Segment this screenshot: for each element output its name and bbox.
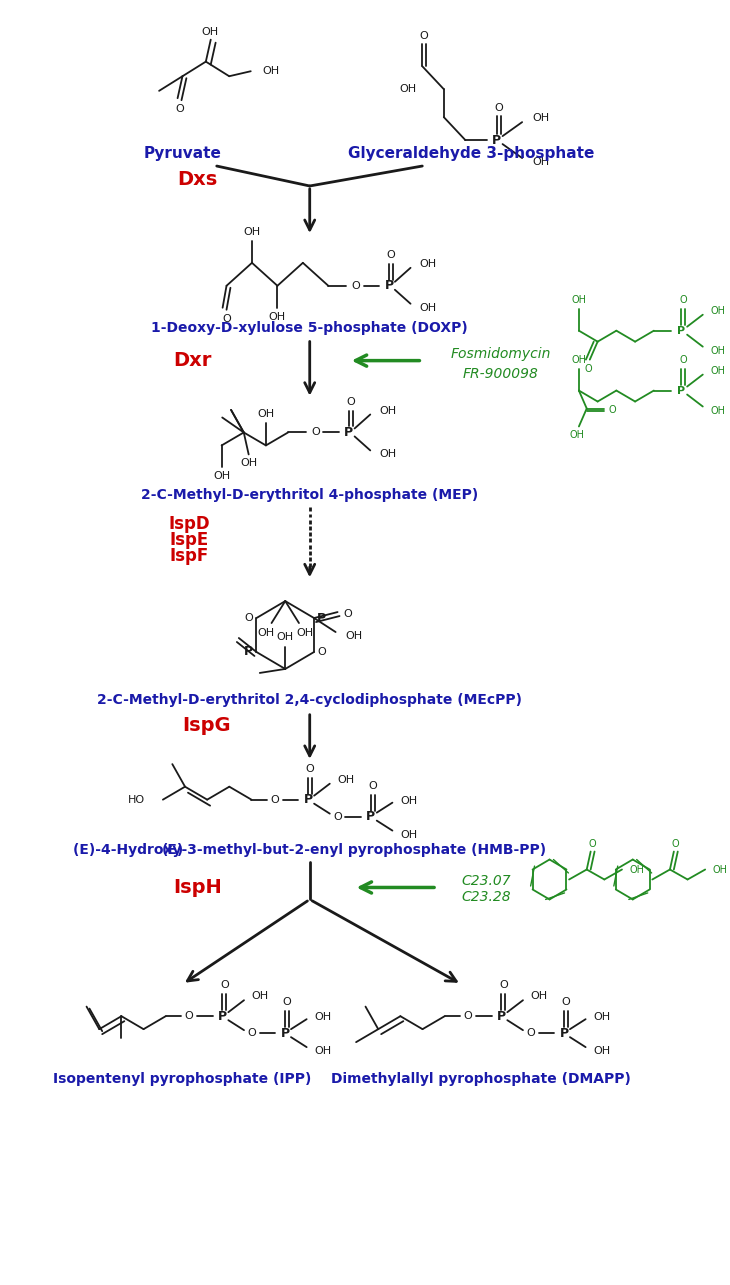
Text: C23.28: C23.28 <box>461 891 511 905</box>
Text: IspE: IspE <box>169 531 209 549</box>
Text: O: O <box>343 609 352 619</box>
Text: 1-Deoxy-D-xylulose 5-phosphate (DOXP): 1-Deoxy-D-xylulose 5-phosphate (DOXP) <box>151 321 468 334</box>
Text: P: P <box>677 325 685 335</box>
Text: O: O <box>220 980 228 991</box>
Text: OH: OH <box>213 472 230 482</box>
Text: O: O <box>561 997 570 1007</box>
Text: (E): (E) <box>161 843 184 857</box>
Text: P: P <box>677 386 685 396</box>
Text: Dxs: Dxs <box>177 170 218 189</box>
Text: O: O <box>526 1028 535 1038</box>
Text: OH: OH <box>532 157 549 167</box>
Text: O: O <box>672 839 680 848</box>
Text: O: O <box>499 980 508 991</box>
Text: OH: OH <box>315 1046 331 1056</box>
Text: O: O <box>351 281 360 290</box>
Text: Dxr: Dxr <box>173 351 212 370</box>
Text: OH: OH <box>252 991 269 1001</box>
Text: O: O <box>387 249 396 260</box>
Text: OH: OH <box>269 312 286 321</box>
Text: P: P <box>304 793 312 806</box>
Text: O: O <box>306 763 315 774</box>
Text: OH: OH <box>710 406 726 415</box>
Text: O: O <box>222 314 231 324</box>
Text: O: O <box>346 397 355 406</box>
Text: OH: OH <box>569 430 585 441</box>
Text: P: P <box>497 1010 506 1023</box>
Text: OH: OH <box>710 366 726 375</box>
Text: O: O <box>420 31 429 41</box>
Text: 2-C-Methyl-D-erythritol 2,4-cyclodiphosphate (MEcPP): 2-C-Methyl-D-erythritol 2,4-cyclodiphosp… <box>97 693 522 707</box>
Text: O: O <box>283 997 291 1007</box>
Text: OH: OH <box>257 628 274 639</box>
Text: IspG: IspG <box>182 716 231 735</box>
Text: OH: OH <box>258 410 274 419</box>
Text: OH: OH <box>419 303 437 312</box>
Text: O: O <box>680 355 687 365</box>
Text: OH: OH <box>710 306 726 316</box>
Text: HO: HO <box>128 794 145 804</box>
Text: O: O <box>311 428 320 437</box>
Text: OH: OH <box>201 27 218 37</box>
Text: OH: OH <box>593 1046 610 1056</box>
Text: IspD: IspD <box>169 515 210 533</box>
Text: Pyruvate: Pyruvate <box>144 145 221 161</box>
Text: IspH: IspH <box>173 878 221 897</box>
Text: FR-900098: FR-900098 <box>463 366 539 380</box>
Text: OH: OH <box>593 1013 610 1022</box>
Text: Fosmidomycin: Fosmidomycin <box>450 347 550 361</box>
Text: OH: OH <box>713 865 728 875</box>
Text: OH: OH <box>572 294 586 305</box>
Text: IspF: IspF <box>169 547 209 565</box>
Text: P: P <box>385 279 393 292</box>
Text: OH: OH <box>296 628 313 639</box>
Text: P: P <box>559 1027 569 1040</box>
Text: OH: OH <box>630 865 645 875</box>
Text: OH: OH <box>532 113 549 123</box>
Text: OH: OH <box>379 450 396 460</box>
Text: OH: OH <box>240 459 257 469</box>
Text: Dimethylallyl pyrophosphate (DMAPP): Dimethylallyl pyrophosphate (DMAPP) <box>331 1072 631 1086</box>
Text: P: P <box>366 810 375 824</box>
Text: O: O <box>245 613 253 623</box>
Text: Isopentenyl pyrophosphate (IPP): Isopentenyl pyrophosphate (IPP) <box>53 1072 312 1086</box>
Text: OH: OH <box>400 830 418 839</box>
Text: O: O <box>464 1011 472 1022</box>
Text: P: P <box>218 1010 227 1023</box>
Text: P: P <box>492 134 502 146</box>
Text: OH: OH <box>399 85 416 94</box>
Text: O: O <box>608 405 616 415</box>
Text: OH: OH <box>337 775 355 785</box>
Text: O: O <box>494 103 503 113</box>
Text: OH: OH <box>379 406 396 415</box>
Text: OH: OH <box>572 355 586 365</box>
Text: OH: OH <box>710 346 726 356</box>
Text: O: O <box>589 839 596 848</box>
Text: O: O <box>584 364 591 374</box>
Text: OH: OH <box>400 795 418 806</box>
Text: O: O <box>175 104 184 114</box>
Text: 2-C-Methyl-D-erythritol 4-phosphate (MEP): 2-C-Methyl-D-erythritol 4-phosphate (MEP… <box>141 488 478 502</box>
Text: OH: OH <box>243 227 261 236</box>
Text: O: O <box>680 294 687 305</box>
Text: OH: OH <box>419 258 437 269</box>
Text: O: O <box>185 1011 193 1022</box>
Text: OH: OH <box>277 632 293 642</box>
Text: P: P <box>280 1027 290 1040</box>
Text: O: O <box>333 812 342 821</box>
Text: O: O <box>318 646 326 657</box>
Text: O: O <box>369 781 377 790</box>
Text: Glyceraldehyde 3-phosphate: Glyceraldehyde 3-phosphate <box>348 145 594 161</box>
Text: P: P <box>244 645 253 658</box>
Text: P: P <box>344 425 353 439</box>
Text: O: O <box>271 794 280 804</box>
Text: O: O <box>247 1028 256 1038</box>
Text: OH: OH <box>263 67 280 76</box>
Text: (E)-4-Hydroxy-3-methyl-but-2-enyl pyrophosphate (HMB-PP): (E)-4-Hydroxy-3-methyl-but-2-enyl pyroph… <box>73 843 546 857</box>
Text: OH: OH <box>315 1013 331 1022</box>
Text: C23.07: C23.07 <box>461 875 511 888</box>
Text: OH: OH <box>531 991 548 1001</box>
Text: OH: OH <box>345 631 363 641</box>
Text: P: P <box>318 612 326 625</box>
